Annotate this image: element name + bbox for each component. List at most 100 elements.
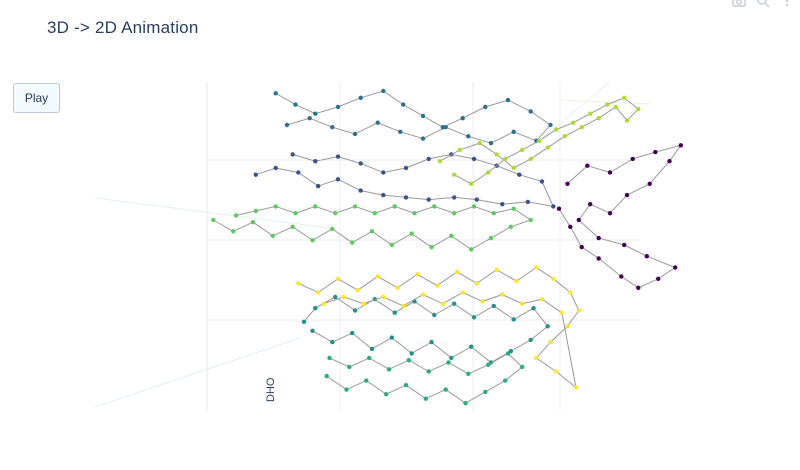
data-point[interactable] [559,310,564,315]
data-point[interactable] [548,339,553,345]
data-point[interactable] [426,369,431,374]
data-point[interactable] [429,244,434,250]
data-point[interactable] [483,104,488,110]
data-point[interactable] [350,240,355,245]
data-point[interactable] [576,217,581,223]
data-point[interactable] [607,211,613,216]
data-point[interactable] [324,373,329,379]
zoom-icon[interactable] [756,0,770,8]
data-point[interactable] [250,220,256,225]
data-point[interactable] [488,140,494,146]
data-point[interactable] [511,317,516,322]
data-point[interactable] [381,192,386,198]
data-point[interactable] [406,358,411,363]
data-point[interactable] [653,149,658,155]
data-point[interactable] [494,152,499,157]
data-point[interactable] [358,188,363,193]
data-point[interactable] [528,217,533,223]
data-point[interactable] [505,97,511,103]
data-point[interactable] [310,238,315,243]
camera-icon[interactable] [732,0,746,8]
data-point[interactable] [505,351,511,356]
data-point[interactable] [624,118,630,123]
data-point[interactable] [335,104,341,110]
data-point[interactable] [316,290,321,295]
data-point[interactable] [335,177,341,182]
data-point[interactable] [545,324,550,329]
data-point[interactable] [437,159,443,164]
data-point[interactable] [426,197,431,202]
data-point[interactable] [369,346,375,352]
data-point[interactable] [335,154,341,159]
data-point[interactable] [565,181,570,186]
data-point[interactable] [333,211,338,216]
data-point[interactable] [446,360,451,365]
data-point[interactable] [466,371,471,376]
data-point[interactable] [517,172,522,177]
data-point[interactable] [508,224,513,229]
data-point[interactable] [344,387,349,392]
data-point[interactable] [401,303,406,309]
data-point[interactable] [307,116,312,121]
data-point[interactable] [469,247,474,252]
data-point[interactable] [554,127,559,132]
data-point[interactable] [415,272,420,277]
data-point[interactable] [622,242,627,248]
data-point[interactable] [576,308,581,313]
data-point[interactable] [630,156,635,162]
data-point[interactable] [644,254,649,259]
data-point[interactable] [554,369,559,374]
data-point[interactable] [440,301,445,306]
data-point[interactable] [290,224,295,229]
data-point[interactable] [528,109,533,114]
data-point[interactable] [403,165,409,171]
data-point[interactable] [381,294,386,300]
data-point[interactable] [330,226,335,232]
data-point[interactable] [432,312,437,318]
data-point[interactable] [579,125,584,130]
data-point[interactable] [503,378,508,383]
play-button[interactable]: Play [13,83,60,113]
data-point[interactable] [361,301,366,306]
data-point[interactable] [253,208,258,214]
data-point[interactable] [403,382,409,388]
data-point[interactable] [389,242,394,248]
data-point[interactable] [619,274,624,279]
data-point[interactable] [565,324,570,329]
data-point[interactable] [585,163,590,168]
data-point[interactable] [358,161,363,166]
data-point[interactable] [571,120,576,125]
data-point[interactable] [352,308,358,313]
data-point[interactable] [469,181,474,186]
data-point[interactable] [525,199,530,205]
data-point[interactable] [511,165,516,171]
data-point[interactable] [412,211,417,216]
data-point[interactable] [375,120,380,125]
data-point[interactable] [562,134,567,139]
data-point[interactable] [452,195,457,200]
data-point[interactable] [636,106,641,112]
data-point[interactable] [474,197,479,202]
data-point[interactable] [316,183,321,189]
data-point[interactable] [480,299,485,304]
data-point[interactable] [469,344,474,349]
data-point[interactable] [491,211,496,216]
data-point[interactable] [520,147,525,153]
data-point[interactable] [253,172,258,177]
data-point[interactable] [369,229,375,234]
data-point[interactable] [514,278,519,284]
data-point[interactable] [573,385,579,390]
data-point[interactable] [293,211,298,216]
data-point[interactable] [596,256,601,261]
data-point[interactable] [449,355,454,361]
data-point[interactable] [488,235,494,241]
data-point[interactable] [409,231,414,236]
data-point[interactable] [596,116,601,121]
data-point[interactable] [568,290,573,295]
data-point[interactable] [667,159,672,164]
data-point[interactable] [486,170,491,175]
data-point[interactable] [551,204,556,209]
data-point[interactable] [454,269,460,275]
data-point[interactable] [491,303,496,309]
